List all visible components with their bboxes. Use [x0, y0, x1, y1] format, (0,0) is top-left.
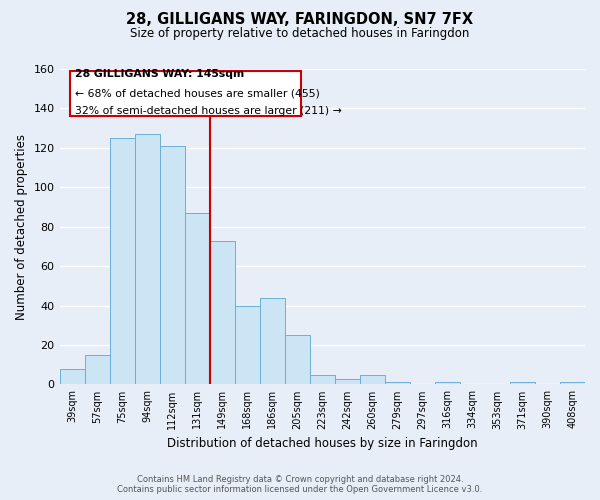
Y-axis label: Number of detached properties: Number of detached properties — [15, 134, 28, 320]
Bar — [385, 382, 410, 384]
Bar — [235, 306, 260, 384]
Bar — [510, 382, 535, 384]
Text: 32% of semi-detached houses are larger (211) →: 32% of semi-detached houses are larger (… — [76, 106, 342, 116]
Text: 28, GILLIGANS WAY, FARINGDON, SN7 7FX: 28, GILLIGANS WAY, FARINGDON, SN7 7FX — [127, 12, 473, 28]
Text: 28 GILLIGANS WAY: 145sqm: 28 GILLIGANS WAY: 145sqm — [76, 69, 245, 79]
Bar — [360, 374, 385, 384]
Bar — [560, 382, 585, 384]
Bar — [134, 134, 160, 384]
Bar — [85, 355, 110, 384]
Bar — [185, 213, 209, 384]
Bar — [335, 378, 360, 384]
Bar — [260, 298, 285, 384]
Text: Size of property relative to detached houses in Faringdon: Size of property relative to detached ho… — [130, 28, 470, 40]
Bar — [160, 146, 185, 384]
Bar — [285, 335, 310, 384]
Bar — [435, 382, 460, 384]
Text: ← 68% of detached houses are smaller (455): ← 68% of detached houses are smaller (45… — [76, 88, 320, 99]
X-axis label: Distribution of detached houses by size in Faringdon: Distribution of detached houses by size … — [167, 437, 478, 450]
FancyBboxPatch shape — [70, 70, 301, 117]
Bar — [310, 374, 335, 384]
Text: Contains HM Land Registry data © Crown copyright and database right 2024.
Contai: Contains HM Land Registry data © Crown c… — [118, 474, 482, 494]
Bar — [209, 240, 235, 384]
Bar — [110, 138, 134, 384]
Bar — [59, 368, 85, 384]
